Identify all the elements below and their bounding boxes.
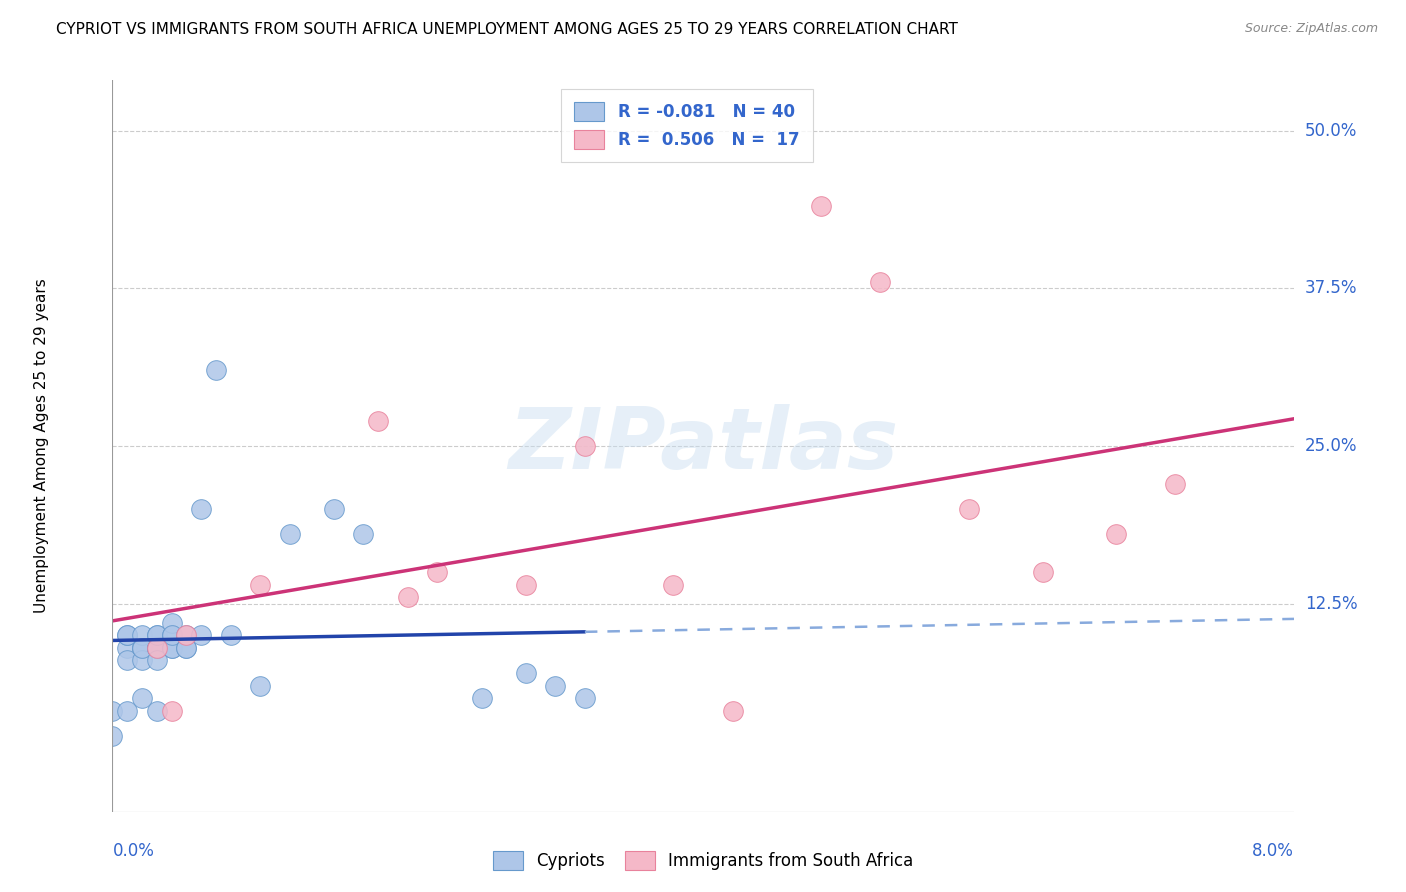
Point — [146, 628, 169, 642]
Point — [574, 691, 596, 706]
Point — [131, 628, 153, 642]
Point — [1164, 476, 1187, 491]
Text: CYPRIOT VS IMMIGRANTS FROM SOUTH AFRICA UNEMPLOYMENT AMONG AGES 25 TO 29 YEARS C: CYPRIOT VS IMMIGRANTS FROM SOUTH AFRICA … — [56, 22, 957, 37]
Text: 12.5%: 12.5% — [1305, 595, 1357, 613]
Point — [160, 704, 183, 718]
Text: Source: ZipAtlas.com: Source: ZipAtlas.com — [1244, 22, 1378, 36]
Point — [205, 363, 228, 377]
Point — [117, 653, 138, 667]
Point — [174, 628, 197, 642]
Point — [146, 704, 169, 718]
Text: 37.5%: 37.5% — [1305, 279, 1357, 297]
Point — [323, 502, 346, 516]
Point — [515, 578, 537, 592]
Point — [219, 628, 242, 642]
Point — [574, 439, 596, 453]
Point — [160, 628, 183, 642]
Point — [249, 679, 271, 693]
Point — [471, 691, 494, 706]
Point — [131, 691, 153, 706]
Point — [131, 640, 153, 655]
Point — [249, 578, 271, 592]
Point — [117, 640, 138, 655]
Point — [190, 502, 212, 516]
Point — [190, 628, 212, 642]
Text: 0.0%: 0.0% — [112, 842, 155, 860]
Point — [278, 527, 301, 541]
Point — [957, 502, 980, 516]
Point — [869, 275, 891, 289]
Point — [131, 640, 153, 655]
Text: Unemployment Among Ages 25 to 29 years: Unemployment Among Ages 25 to 29 years — [34, 278, 49, 614]
Point — [117, 704, 138, 718]
Point — [146, 628, 169, 642]
Point — [1105, 527, 1128, 541]
Point — [160, 640, 183, 655]
Point — [810, 199, 832, 213]
Point — [544, 679, 567, 693]
Point — [174, 640, 197, 655]
Point — [146, 640, 169, 655]
Point — [367, 414, 389, 428]
Point — [515, 665, 537, 680]
Point — [1032, 565, 1054, 579]
Point — [174, 640, 197, 655]
Point — [160, 615, 183, 630]
Point — [146, 653, 169, 667]
Point — [131, 640, 153, 655]
Point — [352, 527, 374, 541]
Point — [174, 628, 197, 642]
Legend: Cypriots, Immigrants from South Africa: Cypriots, Immigrants from South Africa — [486, 844, 920, 877]
Text: 25.0%: 25.0% — [1305, 437, 1357, 455]
Point — [662, 578, 685, 592]
Point — [146, 640, 169, 655]
Text: 50.0%: 50.0% — [1305, 121, 1357, 140]
Point — [160, 628, 183, 642]
Point — [117, 628, 138, 642]
Point — [101, 729, 124, 743]
Text: ZIPatlas: ZIPatlas — [508, 404, 898, 488]
Point — [146, 640, 169, 655]
Point — [426, 565, 449, 579]
Point — [721, 704, 744, 718]
Text: 8.0%: 8.0% — [1251, 842, 1294, 860]
Point — [101, 704, 124, 718]
Point — [160, 640, 183, 655]
Point — [146, 640, 169, 655]
Point — [117, 628, 138, 642]
Point — [131, 653, 153, 667]
Point — [396, 591, 419, 605]
